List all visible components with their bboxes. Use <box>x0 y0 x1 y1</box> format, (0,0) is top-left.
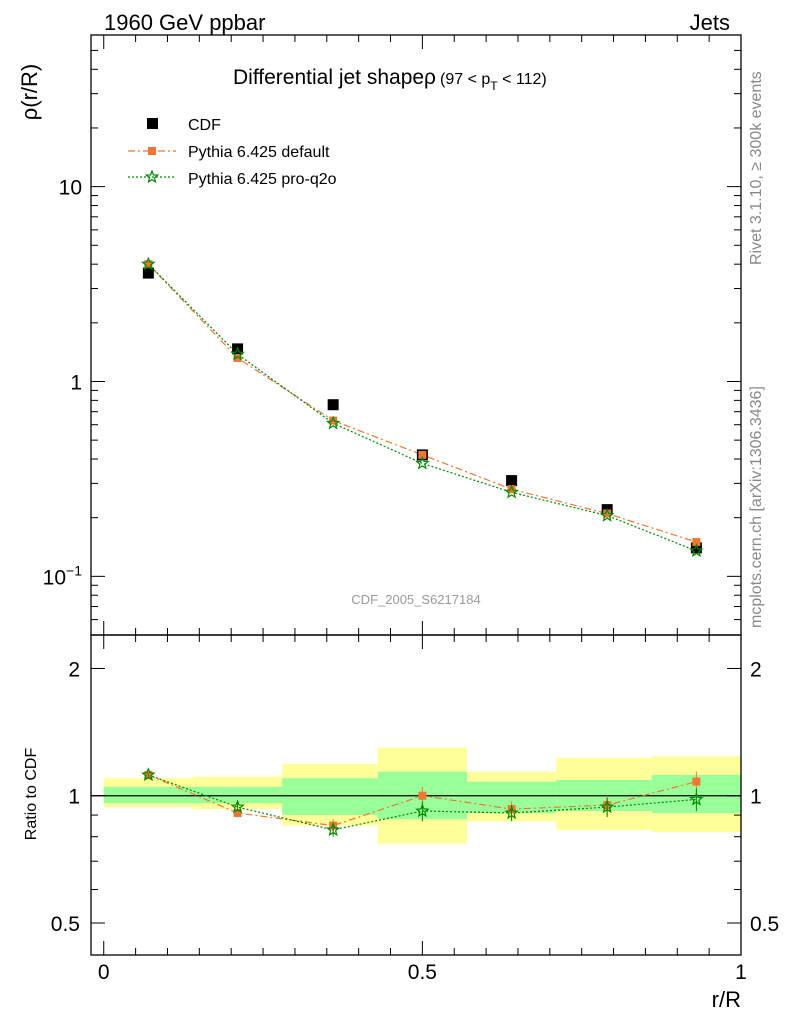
legend-label-pythia-default: Pythia 6.425 default <box>188 144 330 161</box>
ratio-band-inner <box>192 786 283 804</box>
main-y-tick-label: 10−1 <box>43 562 83 589</box>
main-y-tick-label: 1 <box>70 371 82 394</box>
x-tick-label: 0 <box>98 961 110 984</box>
ratio-point-pythia-default <box>418 791 427 800</box>
pythia-default-point <box>603 509 612 518</box>
pythia-default-point <box>507 485 516 494</box>
main-y-axis-label: ρ(r/R) <box>17 64 42 121</box>
cdf-point <box>506 475 518 487</box>
pythia-default-point <box>692 538 701 547</box>
x-axis-label: r/R <box>712 987 741 1012</box>
ratio-band-inner <box>103 786 193 804</box>
legend-label-cdf: CDF <box>188 117 221 134</box>
ratio-ticks <box>91 635 742 955</box>
ratio-point-pythia-proq2o <box>504 805 519 820</box>
main-panel: 10 1 10−1 ρ(r/R) Differential jet shapeρ (9… <box>17 34 742 636</box>
legend-label-pythia-proq2o: Pythia 6.425 pro-q2o <box>188 171 337 188</box>
main-line-pythia-proq2o <box>147 263 697 552</box>
ratio-y-tick-label-right: 0.5 <box>750 913 779 936</box>
pythia-default-point <box>329 416 338 425</box>
header-energy: 1960 GeV ppbar <box>104 10 265 35</box>
ratio-panel: 2 21 10.5 0.5 0 0.5 1 Ratio to CDF r/R <box>23 634 779 1012</box>
main-y-tick-labels: 10 1 10−1 <box>43 177 83 590</box>
rivet-label: Rivet 3.1.10, ≥ 300k events <box>748 71 765 265</box>
x-tick-label: 1 <box>735 961 747 984</box>
ratio-y-axis-label: Ratio to CDF <box>23 748 40 841</box>
mcplots-label: mcplots.cern.ch [arXiv:1306.3436] <box>748 386 765 628</box>
ratio-x-tick-labels: 0 0.5 1 <box>98 961 747 984</box>
ratio-y-tick-label-right: 2 <box>750 658 762 681</box>
pythia-default-point <box>418 450 427 459</box>
cdf-point <box>690 542 702 554</box>
chart-title: Differential jet shapeρ (97 < pT < 112) <box>233 66 547 93</box>
ratio-frame <box>90 634 742 956</box>
ratio-point-pythia-proq2o <box>415 803 430 818</box>
ratio-series-points <box>141 767 704 837</box>
header-category: Jets <box>690 10 730 35</box>
pythia-default-point <box>233 353 242 362</box>
legend-marker-cdf <box>147 118 158 129</box>
ratio-y-tick-label-right: 1 <box>750 786 762 809</box>
pythia-proq2o-point <box>599 507 615 522</box>
ratio-point-pythia-proq2o <box>689 791 704 806</box>
ratio-point-pythia-default <box>233 809 242 818</box>
main-series-lines <box>147 263 697 552</box>
ratio-point-pythia-proq2o <box>230 799 245 814</box>
pythia-proq2o-point <box>504 484 519 499</box>
legend: CDF Pythia 6.425 default Pythia 6.425 pr… <box>128 117 337 188</box>
main-series-points <box>141 256 704 558</box>
pythia-proq2o-point <box>689 543 704 558</box>
pythia-default-point <box>144 260 153 269</box>
pythia-proq2o-point <box>141 256 156 271</box>
ratio-point-pythia-default <box>692 777 701 786</box>
analysis-watermark: CDF_2005_S6217184 <box>351 592 480 607</box>
ratio-y-tick-label: 2 <box>68 658 80 681</box>
legend-marker-pythia-default <box>148 147 156 155</box>
cdf-point <box>327 399 339 411</box>
legend-marker-pythia-proq2o <box>144 169 160 184</box>
cdf-point <box>142 267 154 279</box>
ratio-band-inner <box>282 778 378 816</box>
main-y-tick-label: 10 <box>59 177 82 200</box>
main-ticks <box>91 34 742 636</box>
ratio-y-tick-label: 1 <box>68 786 80 809</box>
main-line-pythia-default <box>147 263 697 543</box>
x-tick-label: 0.5 <box>408 961 437 984</box>
pythia-proq2o-point <box>325 415 341 430</box>
ratio-point-pythia-proq2o <box>141 767 156 782</box>
pythia-proq2o-point <box>415 455 430 470</box>
pythia-proq2o-point <box>230 346 245 361</box>
ratio-y-tick-label: 0.5 <box>51 913 80 936</box>
ratio-point-pythia-proq2o <box>325 822 341 837</box>
ratio-point-pythia-proq2o <box>599 799 615 814</box>
ratio-y-tick-labels: 2 2 1 1 0.5 0.5 <box>51 658 779 936</box>
